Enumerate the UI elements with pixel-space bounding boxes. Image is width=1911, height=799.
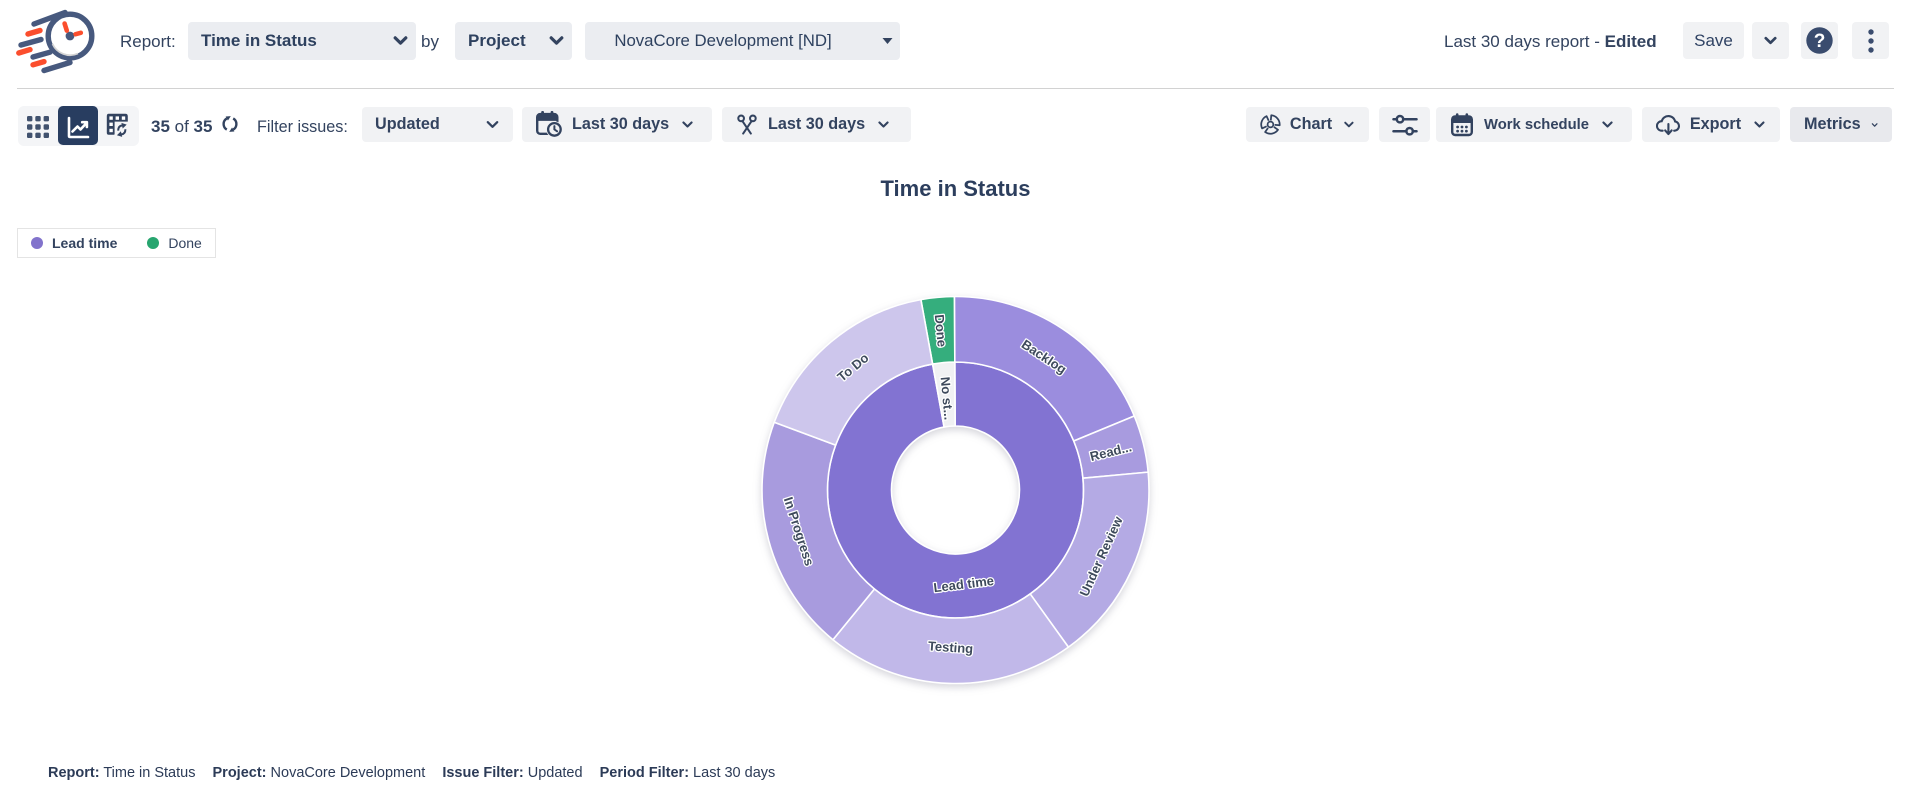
- svg-text:Done: Done: [932, 314, 950, 348]
- svg-text:?: ?: [1814, 31, 1826, 52]
- svg-text:No st...: No st...: [938, 376, 957, 421]
- svg-text:Testing: Testing: [927, 638, 973, 656]
